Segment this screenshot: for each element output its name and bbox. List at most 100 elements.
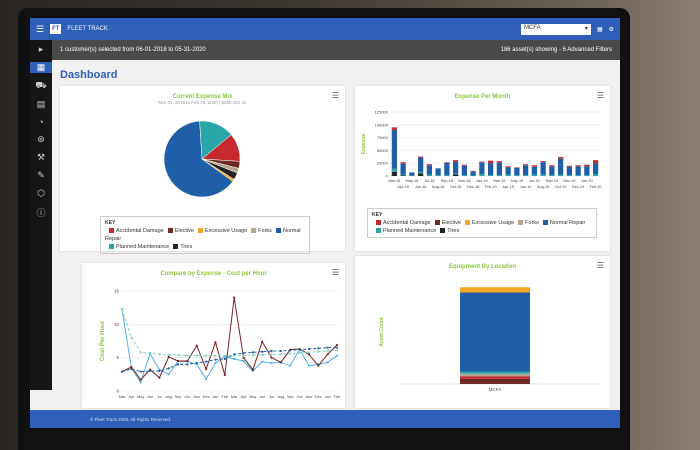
y-tick-label: 125000 (375, 110, 389, 115)
data-point (167, 373, 170, 376)
dashboard-icon[interactable]: ▦ (30, 62, 52, 73)
top-bar: ☰ FT FLEET TRACK MCFA ▾ ▦ ⚙ (30, 18, 620, 40)
data-point (307, 351, 311, 354)
legend-item[interactable]: Accidental Damage (372, 220, 431, 226)
data-point (242, 356, 245, 359)
bar-segment (575, 166, 581, 175)
data-point (195, 361, 198, 365)
bar-segment (461, 164, 467, 166)
y-axis-label: Cost Per Hour (100, 320, 106, 361)
bar-segment (400, 162, 406, 164)
legend-item[interactable]: Tires (169, 244, 192, 250)
x-tick-label: Feb (334, 395, 341, 399)
data-point (307, 347, 311, 351)
x-tick-label: Jan (212, 395, 218, 399)
data-point (289, 352, 292, 355)
data-point (139, 378, 142, 381)
bar-segment (461, 165, 467, 175)
legend-swatch (440, 228, 446, 234)
legend-item[interactable]: Tires (436, 228, 459, 234)
bar-segment (400, 163, 406, 175)
legend-item[interactable]: Excessive Usage (461, 220, 514, 226)
x-tick-label: Apr-18 (397, 185, 408, 189)
bar-segment (566, 166, 572, 175)
x-tick-label: Apr-19 (502, 185, 513, 189)
bar-segment (505, 174, 511, 176)
chart-menu-icon[interactable]: ☰ (596, 91, 604, 100)
legend-item[interactable]: Normal Repair (105, 228, 301, 242)
x-tick-label: Mar-19 (493, 179, 505, 183)
legend-item[interactable]: Normal Repair (539, 220, 585, 226)
legend-item[interactable]: Forks (247, 228, 272, 234)
data-point (214, 354, 217, 357)
x-tick-label: Apr (241, 395, 248, 399)
data-point (307, 364, 311, 367)
bar-segment (514, 167, 520, 175)
legend-item[interactable]: Elective (164, 228, 194, 234)
tools-icon[interactable]: ✎ (37, 170, 45, 180)
bar-segment (444, 174, 450, 176)
data-point (326, 361, 329, 364)
data-point (205, 367, 208, 371)
x-tick-label: Dec-19 (572, 185, 584, 189)
data-point (130, 367, 133, 371)
x-tick-label: Oct-19 (555, 185, 566, 189)
document-icon[interactable]: ▤ (36, 99, 46, 109)
x-tick-label: Oct (297, 395, 304, 399)
legend-swatch (376, 220, 381, 226)
legend-item[interactable]: Elective (431, 220, 461, 226)
x-tick-label: Sep (287, 395, 294, 399)
lifebuoy-icon[interactable]: ⊛ (37, 134, 45, 144)
chart-menu-icon[interactable]: ☰ (596, 261, 604, 270)
legend-swatch (109, 244, 114, 250)
legend-swatch (376, 228, 381, 234)
x-tick-label: Jul-18 (424, 179, 434, 183)
y-tick-label: 100000 (375, 122, 389, 127)
gauge-icon[interactable]: ◔ (38, 117, 44, 127)
x-tick-label: Jul (157, 395, 162, 399)
customer-select[interactable]: MCFA ▾ (520, 23, 591, 35)
x-tick-label: Apr (128, 395, 135, 399)
legend-item[interactable]: Forks (514, 220, 539, 226)
x-tick-label: Sep (175, 395, 182, 399)
help-icon[interactable]: ⓘ (36, 208, 46, 218)
legend-label: Accidental Damage (116, 228, 164, 234)
settings-icon[interactable]: ⬡ (37, 188, 45, 198)
legend-item[interactable]: Planned Maintenance (372, 228, 436, 234)
x-tick-label: May (137, 395, 144, 399)
legend-swatch (109, 228, 114, 234)
x-tick-label: Dec (315, 395, 322, 399)
chart-menu-icon[interactable]: ☰ (331, 268, 339, 277)
data-point (167, 353, 170, 357)
data-point (298, 348, 301, 351)
legend-title: KEY (372, 212, 383, 218)
legend-label: Tires (447, 228, 460, 234)
wrench-icon[interactable]: ⚒ (36, 152, 46, 162)
bar-segment (496, 174, 502, 176)
legend-swatch (542, 220, 548, 226)
data-point (233, 354, 236, 357)
bar-segment (444, 162, 450, 163)
data-point (167, 367, 170, 370)
x-tick-label: Jun-19 (520, 185, 532, 189)
hamburger-menu-icon[interactable]: ☰ (36, 23, 45, 34)
data-point (148, 351, 152, 355)
chart-menu-icon[interactable]: ☰ (331, 91, 339, 100)
calendar-icon[interactable]: ▦ (596, 26, 603, 33)
equipment-by-location-panel: Equipment By Location ☰ Asset Count MCFA (355, 256, 610, 408)
data-point (317, 347, 320, 350)
data-point (298, 351, 301, 355)
expand-icon[interactable]: ▸ (38, 44, 44, 54)
chart-title: Expense Per Month (454, 94, 511, 100)
y-tick-label: 25000 (377, 161, 389, 166)
legend-item[interactable]: Accidental Damage (105, 228, 164, 234)
app-name: FLEET TRACK (67, 26, 108, 32)
y-axis-label: Expense (361, 134, 367, 155)
pie-slice (201, 158, 235, 182)
data-point (139, 381, 142, 384)
legend-item[interactable]: Excessive Usage (194, 228, 247, 234)
forklift-icon[interactable]: ⛟ (35, 80, 47, 90)
advanced-filters-link[interactable]: 186 asset(s) showing - 6 Advanced Filter… (500, 47, 612, 53)
legend-item[interactable]: Planned Maintenance (105, 244, 169, 250)
gear-icon[interactable]: ⚙ (608, 26, 614, 33)
